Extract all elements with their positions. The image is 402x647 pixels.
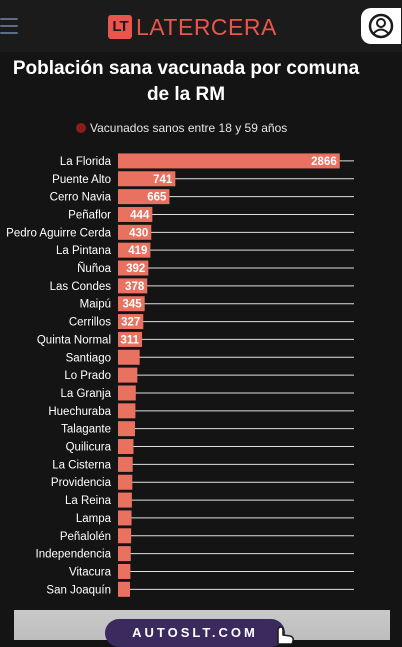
value-label: 444 — [130, 209, 150, 221]
bar[interactable] — [118, 224, 152, 240]
chart-legend: Vacunados sanos entre 18 y 59 años — [76, 120, 287, 136]
category-label: Talagante — [61, 424, 111, 436]
bar[interactable] — [118, 296, 145, 312]
bar-chart: La Florida 2866 Puente Alto 741 Cerro Navia 6… — [6, 153, 354, 597]
category-label: Independencia — [36, 549, 112, 561]
category-label: La Granja — [60, 388, 111, 400]
value-label: 665 — [147, 192, 167, 204]
bar[interactable] — [118, 171, 176, 187]
bar[interactable] — [118, 421, 136, 437]
bar[interactable] — [118, 546, 131, 562]
value-label: 2866 — [311, 156, 337, 168]
bar[interactable] — [118, 439, 134, 455]
chart-title-line-2: de la RM — [146, 84, 226, 105]
category-label: Pedro Aguirre Cerda — [6, 227, 111, 239]
value-label: 378 — [125, 281, 145, 293]
ad-button[interactable]: AUTOSLT.COM — [105, 619, 285, 647]
site-logo[interactable]: LT LATERCERA — [108, 13, 277, 41]
menu-icon[interactable] — [0, 14, 18, 38]
value-label: 311 — [121, 334, 140, 346]
category-label: Lampa — [76, 513, 112, 525]
bar[interactable] — [118, 242, 151, 258]
chart-title-line-1: Población sana vacunada por comuna — [12, 58, 360, 79]
bar[interactable] — [118, 581, 130, 597]
bar[interactable] — [118, 278, 148, 294]
logo-text: LATERCERA — [136, 13, 277, 40]
value-label: 392 — [126, 263, 145, 275]
bar[interactable] — [118, 367, 138, 383]
value-label: 345 — [123, 299, 143, 311]
account-button[interactable] — [361, 8, 401, 44]
bar[interactable] — [118, 492, 132, 508]
bar[interactable] — [118, 349, 140, 365]
bar[interactable] — [118, 331, 143, 347]
category-label: Huechuraba — [48, 406, 111, 418]
bar[interactable] — [118, 153, 340, 169]
category-label: Lo Prado — [64, 370, 111, 382]
category-label: Santiago — [66, 352, 111, 364]
value-label: 327 — [121, 317, 140, 329]
bar[interactable] — [118, 474, 133, 490]
category-label: Quilicura — [66, 442, 112, 454]
bar[interactable] — [118, 403, 136, 419]
category-label: Peñalolén — [60, 531, 111, 543]
bar[interactable] — [118, 385, 136, 401]
category-label: La Reina — [65, 495, 112, 507]
top-bar: LT LATERCERA — [0, 0, 402, 52]
user-icon — [368, 13, 394, 39]
category-label: Peñaflor — [68, 209, 111, 221]
bar[interactable] — [118, 510, 132, 526]
category-label: Cerrillos — [69, 317, 111, 329]
bar[interactable] — [118, 563, 131, 579]
chart-title: Población sana vacunada por comuna de la… — [0, 56, 372, 108]
category-label: Puente Alto — [52, 174, 111, 186]
category-label: La Pintana — [56, 245, 112, 257]
category-label: Providencia — [51, 477, 112, 489]
bar[interactable] — [118, 189, 170, 205]
category-label: Cerro Navia — [50, 192, 112, 204]
legend-swatch — [76, 123, 86, 133]
category-label: Las Condes — [50, 281, 112, 293]
value-label: 419 — [128, 245, 147, 257]
category-label: San Joaquín — [46, 584, 111, 596]
category-label: La Cisterna — [52, 459, 111, 471]
category-label: La Florida — [60, 156, 112, 168]
value-label: 430 — [129, 227, 148, 239]
bar[interactable] — [118, 314, 144, 330]
logo-badge: LT — [108, 15, 132, 39]
bar[interactable] — [118, 456, 133, 472]
category-label: Maipú — [80, 299, 111, 311]
hand-cursor-icon — [277, 626, 294, 644]
category-label: Vitacura — [69, 566, 112, 578]
bar[interactable] — [118, 260, 149, 276]
category-label: Quinta Normal — [37, 334, 111, 346]
value-label: 741 — [153, 174, 173, 186]
bar[interactable] — [118, 528, 132, 544]
category-label: Ñuñoa — [77, 262, 111, 275]
legend-label: Vacunados sanos entre 18 y 59 años — [90, 121, 288, 135]
bar[interactable] — [118, 206, 153, 222]
ad-banner[interactable]: AUTOSLT.COM — [14, 610, 390, 647]
